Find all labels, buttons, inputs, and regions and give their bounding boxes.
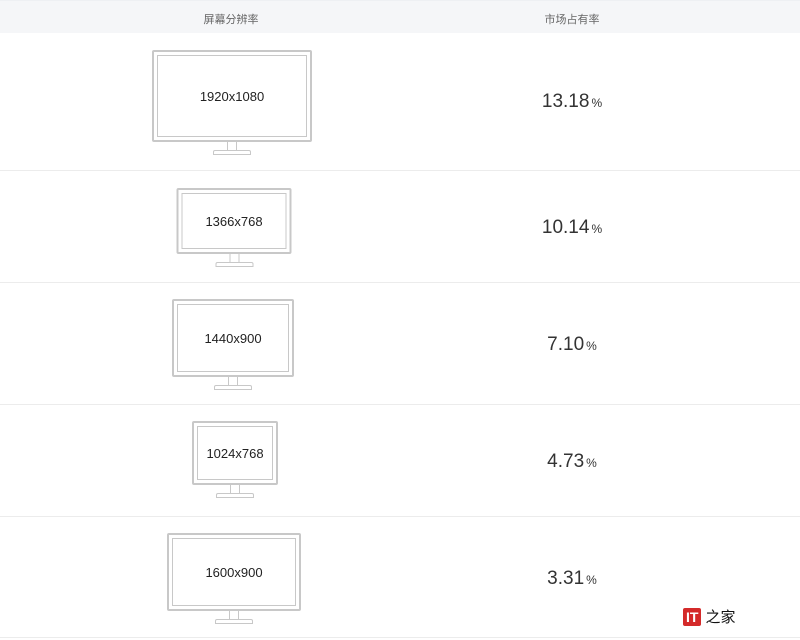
logo-text: 之家 (705, 608, 736, 626)
resolution-label: 1600x900 (172, 538, 296, 606)
share-value: 7.10% (547, 334, 597, 355)
ithome-logo: IT 之家 (683, 606, 735, 627)
table-header: 屏幕分辨率 市场占有率 (0, 0, 800, 33)
resolution-label: 1920x1080 (157, 55, 307, 137)
monitor-icon: 1024x768 (192, 421, 278, 498)
monitor-icon: 1440x900 (172, 299, 294, 390)
monitor-icon: 1366x768 (176, 188, 292, 267)
header-share: 市场占有率 (544, 14, 600, 26)
monitor-icon: 1920x1080 (152, 50, 312, 155)
resolution-label: 1366x768 (181, 193, 287, 249)
share-value: 3.31% (547, 568, 597, 589)
table-row: 1440x900 7.10% (0, 283, 800, 405)
table-row: 1920x1080 13.18% (0, 33, 800, 171)
resolution-label: 1024x768 (197, 426, 273, 480)
table-row: 1366x768 10.14% (0, 171, 800, 283)
header-resolution: 屏幕分辨率 (203, 14, 259, 26)
logo-mark: IT (683, 607, 702, 626)
share-value: 10.14% (541, 217, 603, 238)
table-row: 1600x900 3.31% (0, 517, 800, 638)
resolution-label: 1440x900 (177, 304, 289, 372)
share-value: 4.73% (547, 451, 597, 472)
table-row: 1024x768 4.73% (0, 405, 800, 517)
share-value: 13.18% (541, 91, 603, 112)
monitor-icon: 1600x900 (167, 533, 301, 624)
